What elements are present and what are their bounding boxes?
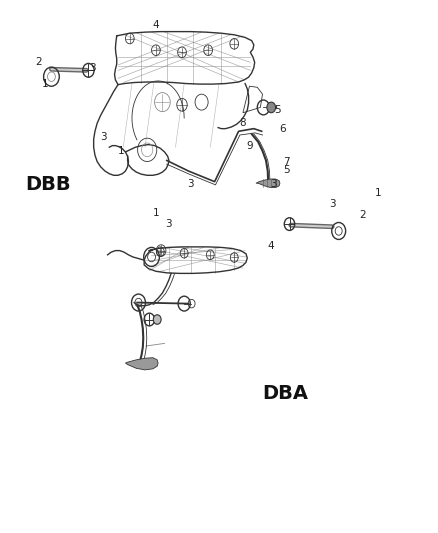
Text: 9: 9 [246, 141, 253, 151]
Polygon shape [125, 358, 158, 370]
Text: 1: 1 [152, 208, 159, 219]
Text: 1: 1 [374, 188, 381, 198]
Circle shape [267, 102, 276, 113]
Text: 3: 3 [166, 219, 172, 229]
Text: 2: 2 [35, 58, 42, 67]
Text: 3: 3 [89, 63, 96, 72]
Text: 5: 5 [283, 165, 290, 175]
Text: DBB: DBB [25, 175, 71, 194]
Polygon shape [256, 179, 280, 188]
Text: DBA: DBA [262, 384, 308, 403]
Text: 7: 7 [283, 157, 290, 166]
Text: 3: 3 [187, 179, 194, 189]
Text: 1: 1 [118, 146, 124, 156]
Circle shape [153, 315, 161, 324]
Text: 6: 6 [279, 124, 286, 134]
Text: 3: 3 [329, 199, 336, 209]
Text: 3: 3 [100, 132, 107, 142]
Text: 3: 3 [270, 179, 277, 189]
Text: 1: 1 [42, 78, 48, 88]
Text: 5: 5 [275, 105, 281, 115]
Text: 4: 4 [268, 241, 275, 252]
Text: 2: 2 [359, 209, 366, 220]
Text: 4: 4 [152, 20, 159, 30]
Text: 8: 8 [240, 118, 246, 128]
